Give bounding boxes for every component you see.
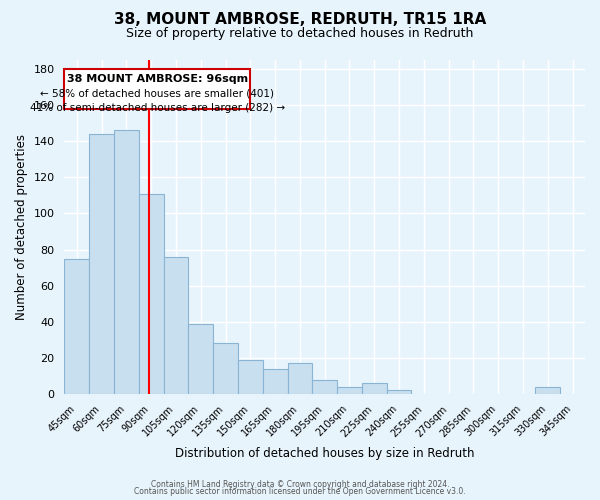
Text: Size of property relative to detached houses in Redruth: Size of property relative to detached ho… — [127, 28, 473, 40]
Bar — [263, 368, 287, 394]
Y-axis label: Number of detached properties: Number of detached properties — [15, 134, 28, 320]
Bar — [64, 258, 89, 394]
Bar — [362, 383, 386, 394]
Bar — [287, 364, 313, 394]
Text: 38 MOUNT AMBROSE: 96sqm: 38 MOUNT AMBROSE: 96sqm — [67, 74, 248, 85]
Bar — [337, 386, 362, 394]
Bar — [114, 130, 139, 394]
Bar — [164, 257, 188, 394]
Bar — [238, 360, 263, 394]
Text: Contains public sector information licensed under the Open Government Licence v3: Contains public sector information licen… — [134, 487, 466, 496]
Bar — [213, 344, 238, 394]
Text: ← 58% of detached houses are smaller (401): ← 58% of detached houses are smaller (40… — [40, 89, 274, 99]
Text: Contains HM Land Registry data © Crown copyright and database right 2024.: Contains HM Land Registry data © Crown c… — [151, 480, 449, 489]
Text: 41% of semi-detached houses are larger (282) →: 41% of semi-detached houses are larger (… — [30, 104, 285, 114]
Bar — [535, 386, 560, 394]
Bar — [313, 380, 337, 394]
Bar — [386, 390, 412, 394]
Bar — [64, 69, 250, 108]
Bar — [89, 134, 114, 394]
Text: 38, MOUNT AMBROSE, REDRUTH, TR15 1RA: 38, MOUNT AMBROSE, REDRUTH, TR15 1RA — [114, 12, 486, 28]
X-axis label: Distribution of detached houses by size in Redruth: Distribution of detached houses by size … — [175, 447, 475, 460]
Bar — [188, 324, 213, 394]
Bar — [139, 194, 164, 394]
